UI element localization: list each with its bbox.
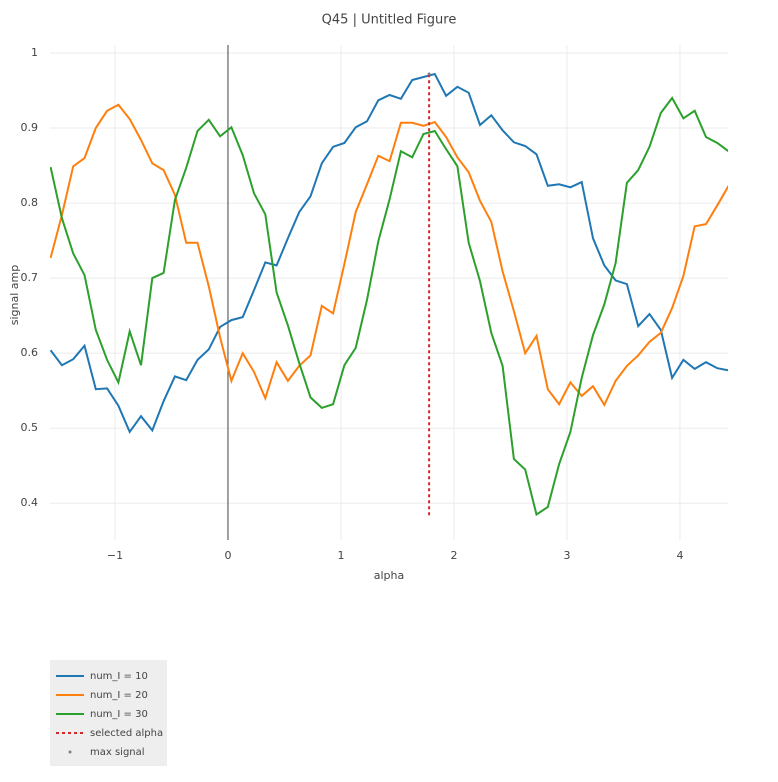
legend-label: num_I = 10 <box>90 671 148 682</box>
x-tick-label: 2 <box>450 549 457 562</box>
y-tick-label: 1 <box>31 46 38 59</box>
series-line <box>50 96 728 517</box>
plot-area <box>50 72 728 517</box>
marker <box>427 72 431 76</box>
y-tick-label: 0.4 <box>21 496 39 509</box>
legend-label: max signal <box>90 747 145 758</box>
y-tick-label: 0.9 <box>21 121 39 134</box>
x-tick-label: 1 <box>337 549 344 562</box>
y-tick-label: 0.6 <box>21 346 39 359</box>
legend-label: num_I = 30 <box>90 709 148 720</box>
legend-label: selected alpha <box>90 728 163 739</box>
y-tick-label: 0.7 <box>21 271 39 284</box>
series-line <box>50 103 728 408</box>
y-tick-label: 0.5 <box>21 421 39 434</box>
x-tick-label: 0 <box>224 549 231 562</box>
x-axis-label: alpha <box>374 569 405 582</box>
y-axis-label: signal amp <box>8 265 21 325</box>
legend-label: num_I = 20 <box>90 690 148 701</box>
y-tick-label: 0.8 <box>21 196 39 209</box>
x-tick-label: 4 <box>676 549 683 562</box>
x-tick-label: −1 <box>107 549 123 562</box>
legend-marker <box>68 750 72 754</box>
x-tick-label: 3 <box>563 549 570 562</box>
series-line <box>50 72 728 434</box>
chart-title: Q45 | Untitled Figure <box>322 13 457 28</box>
